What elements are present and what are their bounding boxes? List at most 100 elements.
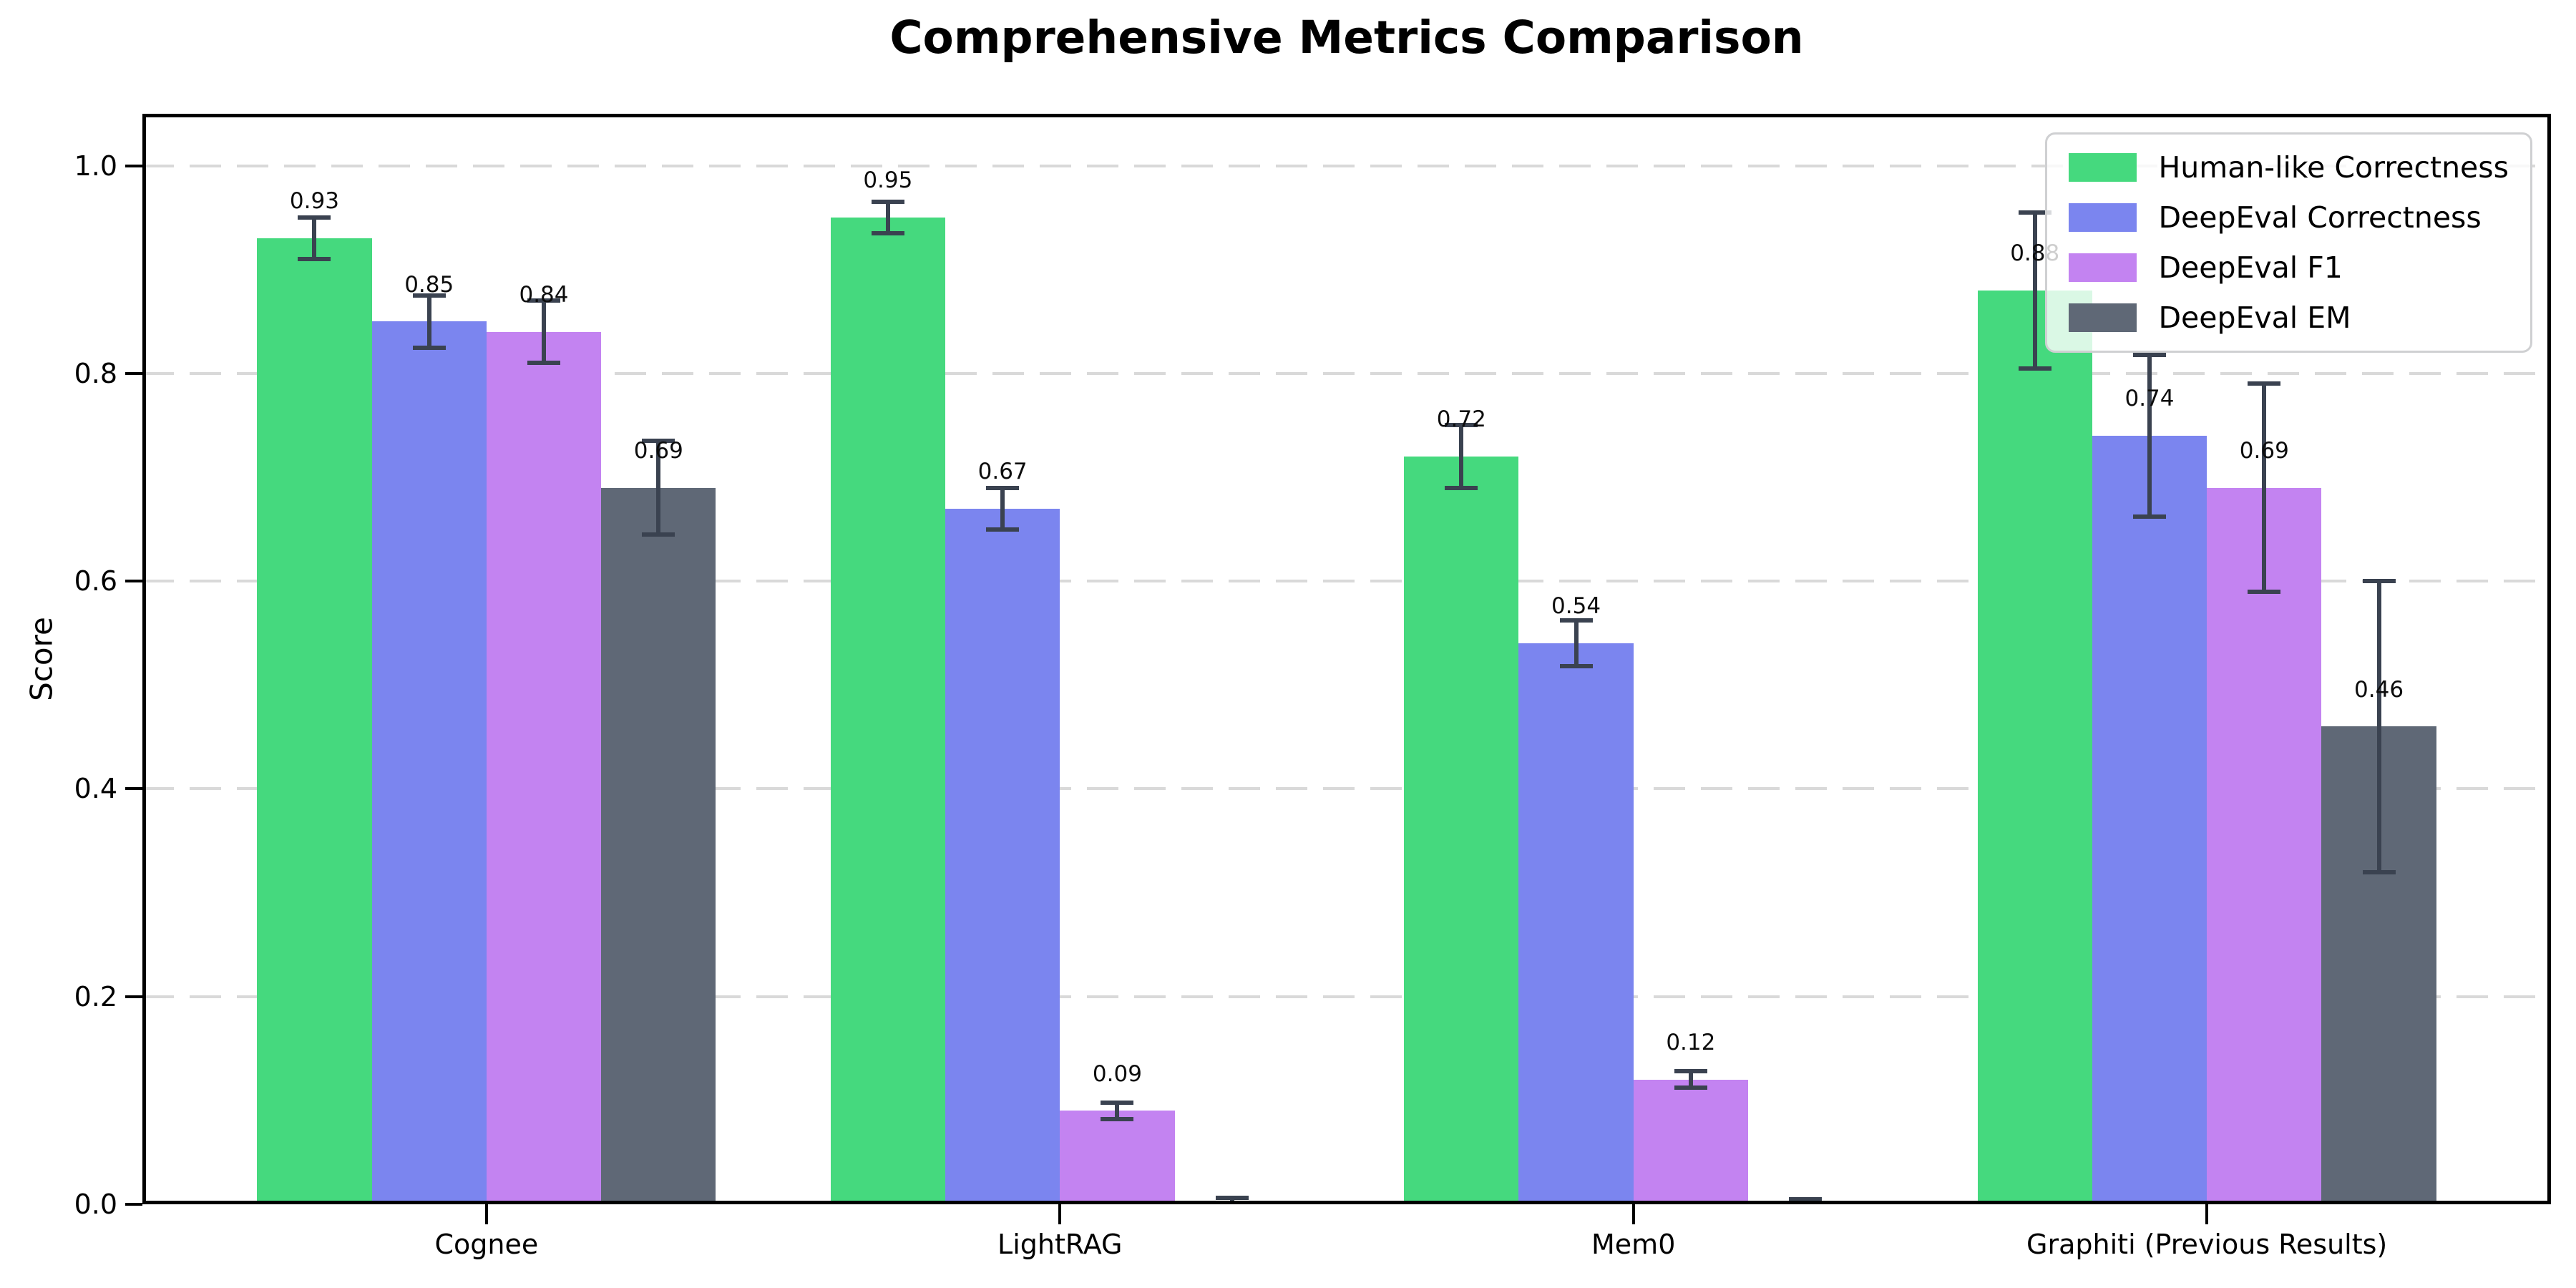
bar bbox=[1977, 290, 2092, 1204]
gridline bbox=[142, 995, 2551, 998]
top-spine bbox=[142, 114, 2551, 117]
legend-swatch-deepeval-f1 bbox=[2069, 253, 2137, 282]
bar bbox=[2207, 487, 2322, 1204]
bar bbox=[601, 487, 716, 1204]
error-bar-cap bbox=[1674, 1069, 1707, 1074]
error-bar bbox=[1688, 1071, 1693, 1088]
bar-value-label: 0.69 bbox=[2239, 437, 2289, 464]
x-tick-label: Mem0 bbox=[1591, 1229, 1676, 1260]
x-axis-line bbox=[142, 1201, 2551, 1204]
error-bar-cap bbox=[986, 527, 1020, 532]
bar bbox=[945, 508, 1060, 1204]
gridline bbox=[142, 787, 2551, 791]
bar bbox=[257, 238, 372, 1204]
x-tick-mark bbox=[2205, 1204, 2209, 1224]
y-tick-label: 0.2 bbox=[74, 980, 117, 1013]
bar bbox=[830, 218, 945, 1204]
error-bar-cap bbox=[1445, 485, 1478, 490]
legend-swatch-human-like-correctness bbox=[2069, 153, 2137, 182]
error-bar-cap bbox=[2248, 589, 2281, 594]
y-axis-line bbox=[142, 114, 146, 1204]
error-bar-cap bbox=[986, 485, 1020, 490]
error-bar bbox=[2147, 354, 2152, 517]
y-axis-title: Score bbox=[24, 617, 59, 701]
error-bar-cap bbox=[1101, 1100, 1134, 1105]
legend-label: DeepEval Correctness bbox=[2158, 200, 2482, 235]
y-tick-mark bbox=[125, 995, 142, 998]
bar bbox=[486, 331, 602, 1204]
legend-swatch-deepeval-em bbox=[2069, 303, 2137, 332]
right-spine bbox=[2547, 114, 2551, 1204]
error-bar-cap bbox=[642, 439, 675, 444]
error-bar bbox=[1000, 487, 1005, 530]
error-bar bbox=[656, 441, 661, 535]
error-bar-cap bbox=[527, 361, 560, 366]
bar-value-label: 0.95 bbox=[863, 167, 913, 194]
error-bar-cap bbox=[871, 200, 904, 205]
bar bbox=[1518, 643, 1634, 1204]
error-bar bbox=[1459, 425, 1464, 488]
error-bar bbox=[426, 296, 431, 348]
x-tick-label: LightRAG bbox=[997, 1229, 1123, 1260]
legend-swatch-deepeval-correctness bbox=[2069, 203, 2137, 232]
error-bar bbox=[2376, 581, 2381, 872]
y-tick-label: 0.0 bbox=[74, 1189, 117, 1220]
x-tick-mark bbox=[1058, 1204, 1062, 1224]
error-bar-cap bbox=[1559, 618, 1593, 623]
error-bar-cap bbox=[1674, 1085, 1707, 1091]
error-bar-cap bbox=[2133, 352, 2166, 357]
bar-value-label: 0.09 bbox=[1092, 1060, 1142, 1087]
error-bar-cap bbox=[412, 293, 446, 298]
gridline bbox=[142, 371, 2551, 375]
error-bar bbox=[1115, 1102, 1120, 1119]
legend-item: DeepEval Correctness bbox=[2069, 200, 2509, 235]
error-bar-cap bbox=[1445, 423, 1478, 428]
bar-value-label: 0.67 bbox=[977, 458, 1028, 484]
gridline bbox=[142, 164, 2551, 167]
error-bar-cap bbox=[298, 215, 331, 220]
x-tick-label: Graphiti (Previous Results) bbox=[2026, 1229, 2388, 1260]
plot-area: Human-like Correctness DeepEval Correctn… bbox=[74, 114, 2551, 1260]
chart-title: Comprehensive Metrics Comparison bbox=[889, 11, 1804, 64]
x-tick-label: Cognee bbox=[434, 1229, 539, 1260]
bar-value-label: 0.54 bbox=[1551, 593, 1601, 620]
error-bar-cap bbox=[642, 532, 675, 537]
legend-item: DeepEval EM bbox=[2069, 301, 2509, 335]
error-bar-cap bbox=[1789, 1196, 1823, 1201]
error-bar bbox=[542, 301, 546, 364]
legend-item: Human-like Correctness bbox=[2069, 150, 2509, 185]
y-tick-mark bbox=[125, 787, 142, 791]
bar bbox=[2092, 435, 2207, 1204]
error-bar-cap bbox=[2133, 514, 2166, 519]
bar-value-label: 0.12 bbox=[1666, 1030, 1716, 1056]
error-bar-cap bbox=[2362, 579, 2396, 584]
error-bar-cap bbox=[2248, 381, 2281, 386]
x-tick-mark bbox=[484, 1204, 488, 1224]
bar-value-label: 0.74 bbox=[2124, 386, 2175, 412]
y-tick-label: 0.6 bbox=[74, 565, 117, 597]
bar-value-label: 0.85 bbox=[404, 271, 454, 298]
y-tick-mark bbox=[125, 1203, 142, 1206]
error-bar-cap bbox=[527, 298, 560, 303]
y-tick-mark bbox=[125, 371, 142, 375]
y-tick-label: 0.8 bbox=[74, 357, 117, 389]
bar-value-label: 0.93 bbox=[289, 188, 339, 215]
y-tick-mark bbox=[125, 580, 142, 583]
error-bar-cap bbox=[1559, 664, 1593, 669]
y-tick-mark bbox=[125, 164, 142, 167]
error-bar-cap bbox=[412, 345, 446, 350]
error-bar bbox=[312, 218, 317, 260]
legend-label: DeepEval EM bbox=[2158, 301, 2351, 335]
bar bbox=[1633, 1079, 1748, 1204]
bar-value-label: 0.46 bbox=[2354, 676, 2404, 703]
error-bar-cap bbox=[871, 230, 904, 235]
error-bar-cap bbox=[2018, 366, 2051, 371]
x-tick-mark bbox=[1631, 1204, 1635, 1224]
bar bbox=[1404, 456, 1519, 1204]
bar-value-label: 0.69 bbox=[633, 437, 683, 464]
legend-label: DeepEval F1 bbox=[2158, 250, 2343, 285]
error-bar bbox=[2032, 212, 2037, 369]
bar bbox=[1060, 1111, 1175, 1204]
bar-value-label: 0.72 bbox=[1436, 406, 1486, 433]
